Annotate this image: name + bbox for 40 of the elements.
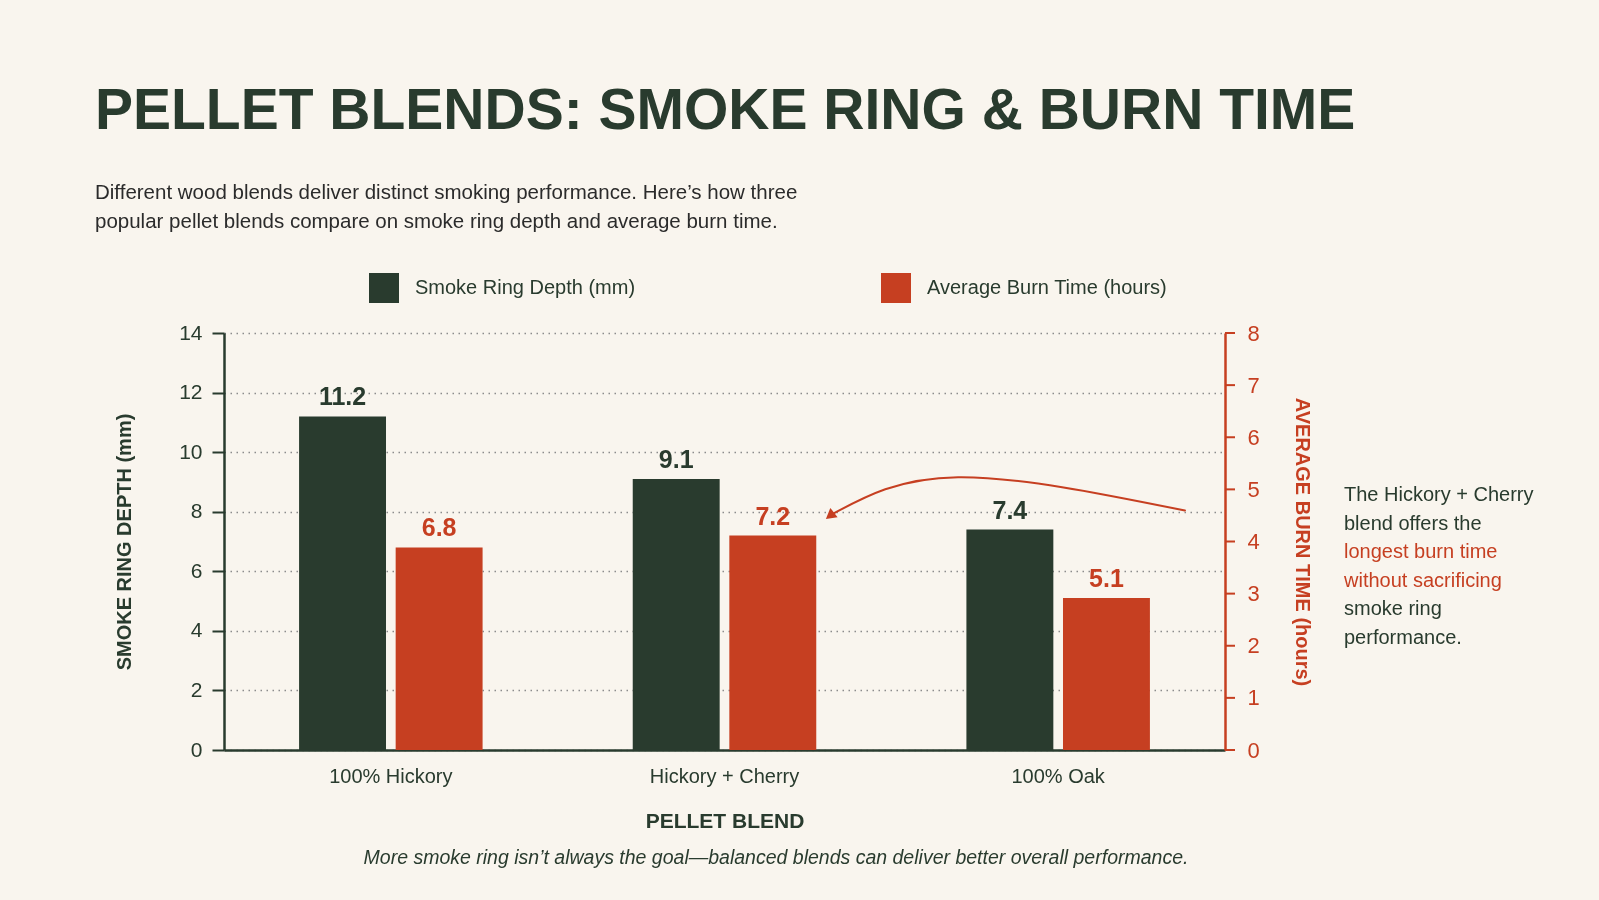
y2-axis-title: AVERAGE BURN TIME (hours) — [1291, 397, 1314, 687]
data-label: 11.2 — [318, 382, 367, 411]
text: smoke ring performance. — [1344, 597, 1462, 648]
data-label: 7.4 — [992, 495, 1028, 524]
y-tick-label: 10 — [179, 439, 203, 463]
data-label: 7.2 — [755, 501, 791, 530]
legend-label: Average Burn Time (hours) — [927, 276, 1167, 298]
y-axis-title: SMOKE RING DEPTH (mm) — [113, 413, 136, 671]
legend-label: Smoke Ring Depth (mm) — [415, 276, 636, 298]
chart-subtitle: Different wood blends deliver distinct smoking performance. Here’s how three popular pellet blends compare on smoke ring depth and average burn time. — [95, 179, 798, 232]
y2-tick-label: 1 — [1247, 685, 1260, 711]
chart-title: PELLET BLENDS: SMOKE RING & BURN TIME — [95, 76, 1356, 141]
y2-tick-label: 0 — [1247, 737, 1260, 763]
text: The Hickory + Cherry blend offers the — [1344, 483, 1534, 534]
data-label: 9.1 — [658, 444, 694, 473]
y-tick-label: 2 — [190, 677, 203, 701]
y-tick-label: 12 — [179, 380, 203, 404]
y2-tick-label: 5 — [1247, 476, 1260, 502]
x-tick-label: 100% Hickory — [329, 764, 453, 787]
bar — [395, 547, 483, 750]
y2-tick-label: 4 — [1247, 529, 1260, 554]
bar — [729, 535, 817, 750]
y2-tick-label: 6 — [1247, 424, 1260, 450]
y-tick-label: 14 — [179, 320, 203, 344]
text: longest burn time without sacrificing — [1343, 540, 1502, 591]
y-tick-label: 0 — [190, 737, 203, 761]
y2-tick-label: 2 — [1247, 633, 1260, 659]
data-label: 5.1 — [1089, 564, 1124, 593]
y-tick-label: 6 — [190, 558, 203, 582]
x-tick-label: 100% Oak — [1011, 764, 1106, 787]
x-axis-title: PELLET BLEND — [645, 808, 805, 832]
y-tick-label: 4 — [190, 618, 203, 642]
text: More smoke ring isn’t always the goal—balanced blends can deliver better overall performance. — [363, 846, 1189, 868]
x-tick-label: Hickory + Cherry — [649, 764, 800, 787]
y2-tick-label: 3 — [1247, 581, 1260, 607]
data-label: 6.8 — [421, 513, 457, 542]
y2-tick-label: 8 — [1247, 320, 1260, 346]
bar — [1063, 598, 1150, 750]
y2-tick-label: 7 — [1247, 372, 1260, 398]
y-tick-label: 8 — [190, 499, 203, 523]
